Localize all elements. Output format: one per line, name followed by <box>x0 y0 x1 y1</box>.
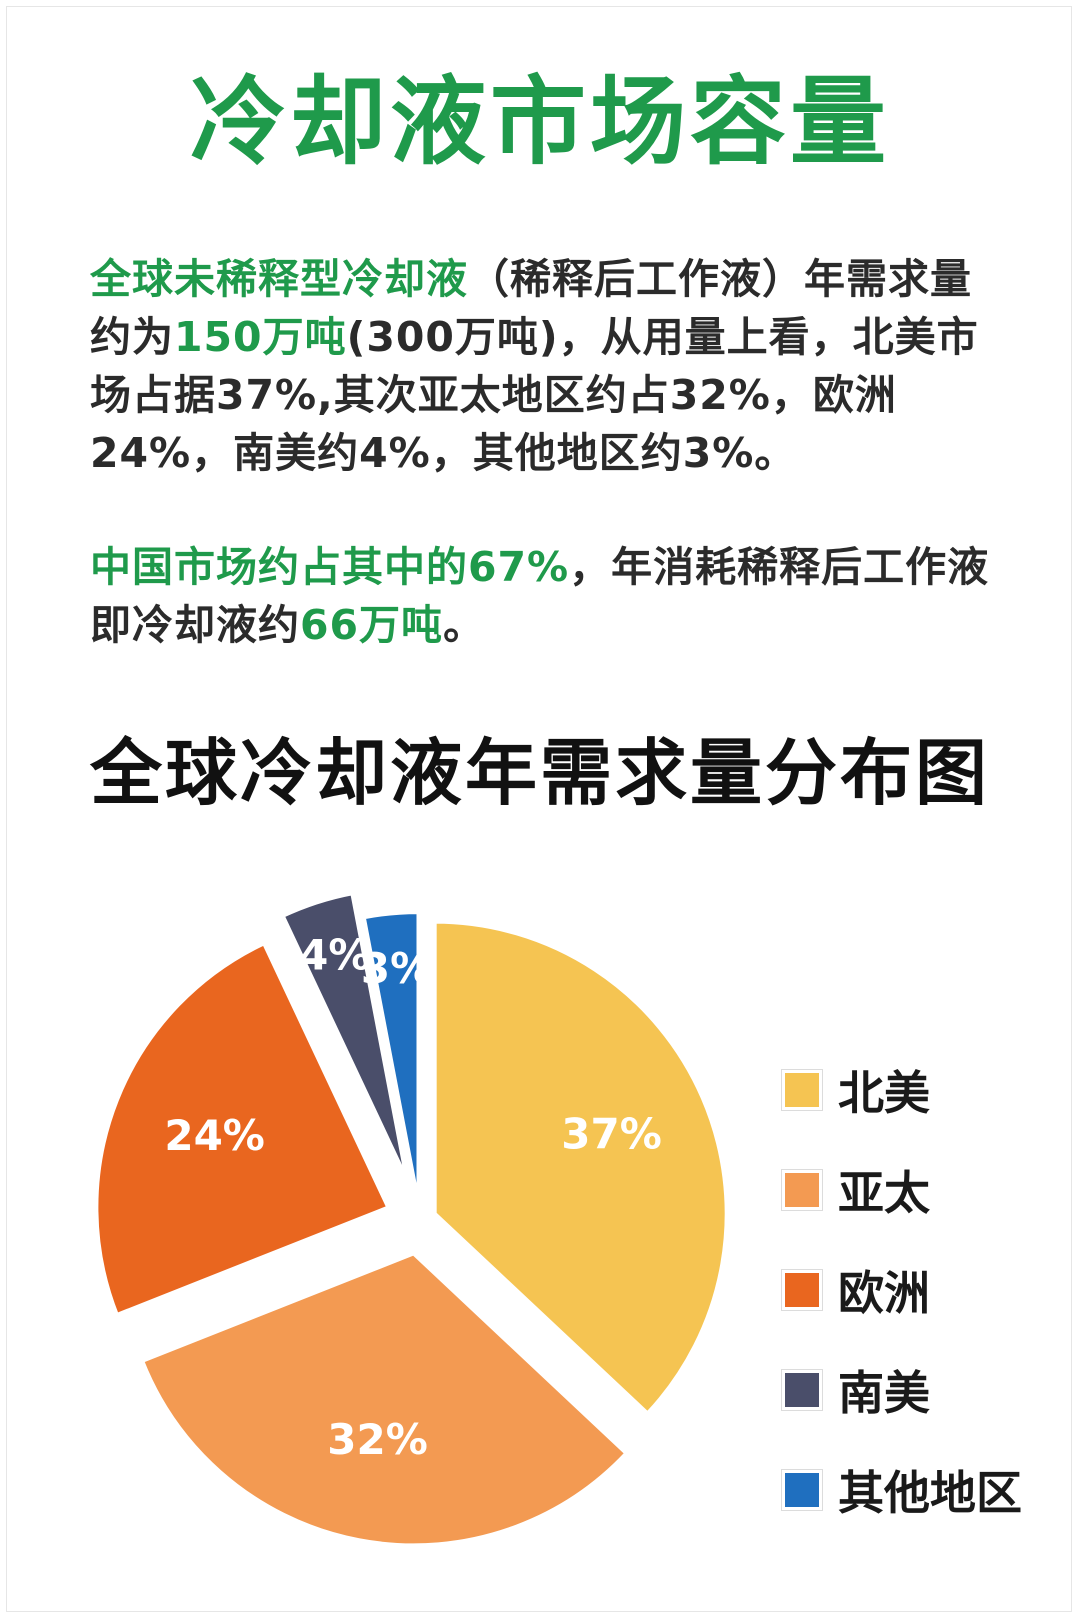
legend-label: 北美 <box>838 1066 930 1120</box>
pie-slice-south-america <box>280 891 410 1183</box>
page-frame <box>6 6 1072 1612</box>
legend-swatch <box>782 1270 822 1310</box>
pie-slice-asia-pacific <box>140 1251 629 1548</box>
pie-data-label: 32% <box>327 1415 428 1464</box>
intro-text-1: （稀释后工作液）年需求量约为 <box>90 255 972 361</box>
legend-label: 其他地区 <box>838 1466 1022 1520</box>
china-highlight-1: 中国市场约占其中的67% <box>90 543 570 591</box>
legend-label: 亚太 <box>838 1166 930 1220</box>
legend-swatch <box>782 1070 822 1110</box>
legend-item: 北美 <box>782 1040 1022 1140</box>
pie-data-label: 24% <box>164 1111 265 1160</box>
legend-item: 南美 <box>782 1340 1022 1440</box>
legend-label: 南美 <box>838 1366 930 1420</box>
china-text-1: ，年消耗稀释后工作液即冷却液约 <box>90 543 990 649</box>
china-highlight-2: 66万吨 <box>300 601 444 649</box>
china-paragraph: 中国市场约占其中的67%，年消耗稀释后工作液即冷却液约66万吨。 <box>90 538 1010 654</box>
legend-item: 欧洲 <box>782 1240 1022 1340</box>
intro-highlight-1: 全球未稀释型冷却液 <box>90 255 468 303</box>
legend-swatch <box>782 1370 822 1410</box>
legend-swatch <box>782 1170 822 1210</box>
page-title: 冷却液市场容量 <box>190 66 890 178</box>
pie-data-label: 37% <box>561 1110 662 1159</box>
chart-legend: 北美 亚太 欧洲 南美 其他地区 <box>782 1040 1022 1540</box>
legend-item: 其他地区 <box>782 1440 1022 1540</box>
legend-item: 亚太 <box>782 1140 1022 1240</box>
intro-text-2: (300万吨)，从用量上看，北美市场占据37%,其次亚太地区约占32%，欧洲24… <box>90 313 979 477</box>
legend-swatch <box>782 1470 822 1510</box>
china-text-2: 。 <box>443 601 486 649</box>
intro-highlight-2: 150万吨 <box>174 313 347 361</box>
legend-label: 欧洲 <box>838 1266 930 1320</box>
pie-slice-europe <box>94 941 391 1317</box>
chart-title: 全球冷却液年需求量分布图 <box>89 731 990 815</box>
pie-data-label: 4% <box>299 930 370 979</box>
intro-paragraph: 全球未稀释型冷却液（稀释后工作液）年需求量约为150万吨(300万吨)，从用量上… <box>90 250 1010 482</box>
pie-slice-north-america <box>432 919 729 1416</box>
pie-data-label: 3% <box>361 944 432 993</box>
pie-slice-other <box>361 910 421 1207</box>
